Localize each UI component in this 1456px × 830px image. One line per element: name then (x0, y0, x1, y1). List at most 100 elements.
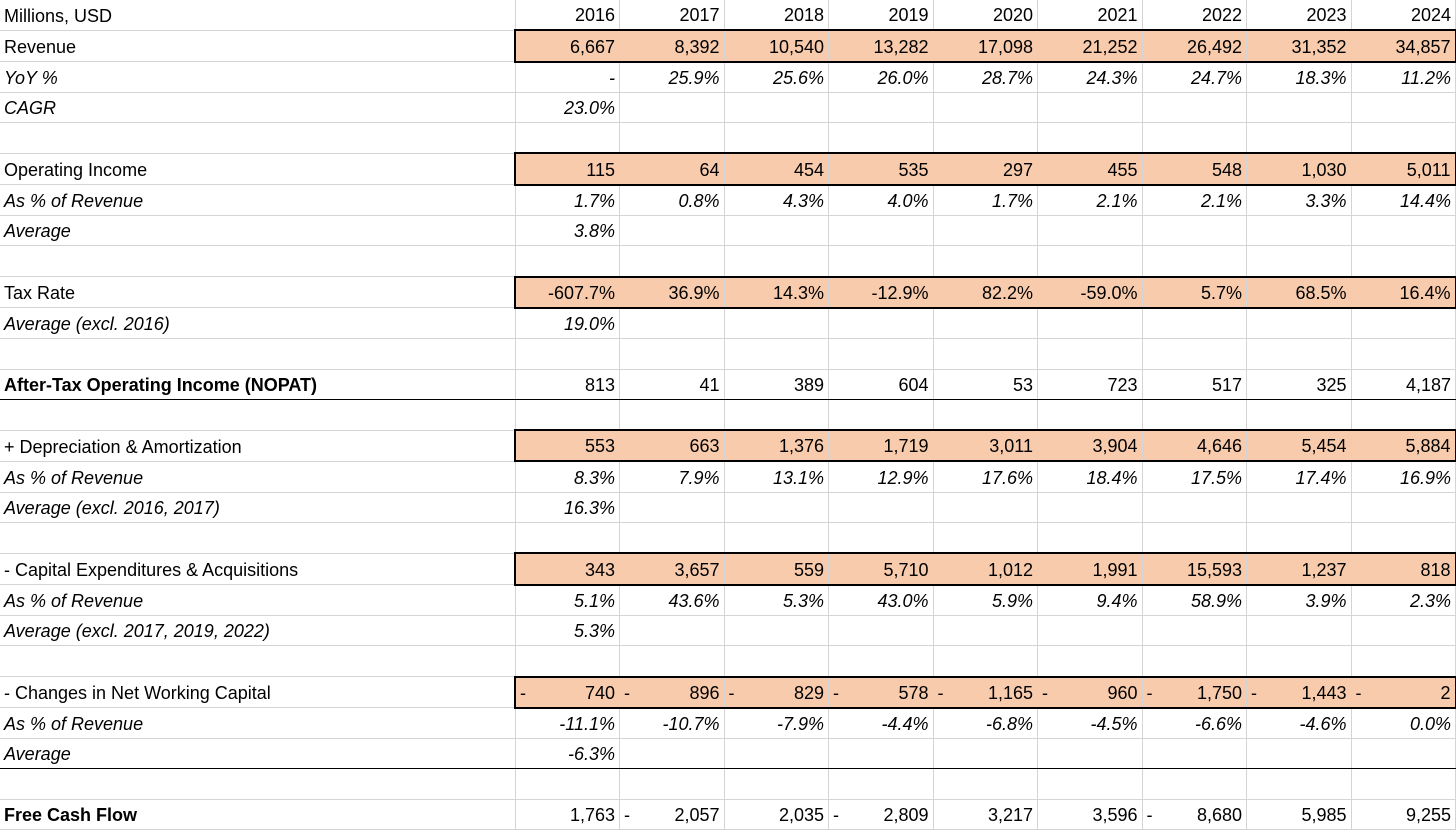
row-label[interactable] (0, 122, 516, 154)
cell[interactable]: 5.9% (933, 584, 1038, 616)
cell[interactable] (828, 245, 934, 278)
cell[interactable]: 1,012 (933, 552, 1038, 586)
cell[interactable]: 553 (514, 429, 620, 463)
cell[interactable] (1246, 92, 1352, 124)
cell[interactable]: 26,492 (1142, 29, 1247, 63)
cell[interactable]: 4.3% (724, 184, 829, 217)
cell[interactable] (1246, 492, 1352, 524)
cell[interactable] (828, 122, 934, 154)
cell[interactable]: -2 (1351, 675, 1456, 709)
cell[interactable]: -4.6% (1246, 707, 1352, 740)
cell[interactable]: 17.4% (1246, 461, 1352, 493)
cell[interactable] (515, 522, 620, 554)
cell[interactable]: 82.2% (933, 275, 1038, 309)
cell[interactable]: 25.9% (619, 61, 725, 93)
row-label[interactable]: Revenue (0, 30, 516, 63)
cell[interactable] (1351, 768, 1456, 800)
cell[interactable]: 1.7% (515, 184, 620, 217)
cell[interactable] (1246, 122, 1352, 154)
cell[interactable] (619, 307, 725, 340)
cell[interactable]: 53 (933, 369, 1038, 400)
cell[interactable] (1142, 338, 1247, 370)
cell[interactable]: 3.3% (1246, 184, 1352, 217)
cell[interactable] (1037, 492, 1143, 524)
cell[interactable]: - 829 (724, 675, 829, 709)
cell[interactable]: - 740 (514, 675, 620, 709)
cell[interactable]: -6.8% (933, 707, 1038, 740)
cell[interactable]: 5,011 (1351, 152, 1456, 186)
cell[interactable]: 7.9% (619, 461, 725, 493)
cell[interactable] (515, 245, 620, 278)
cell[interactable] (619, 92, 725, 124)
cell[interactable] (1351, 215, 1456, 247)
year-header[interactable]: 2019 (828, 0, 934, 31)
cell[interactable]: 1.7% (933, 184, 1038, 217)
cell[interactable]: - 896 (619, 675, 725, 709)
cell[interactable]: -6.3% (515, 738, 620, 770)
cell[interactable]: - 578 (828, 675, 934, 709)
cell[interactable] (1037, 645, 1143, 678)
cell[interactable] (619, 522, 725, 554)
row-label[interactable]: Free Cash Flow (0, 799, 516, 830)
cell[interactable]: 454 (724, 152, 829, 186)
cell[interactable] (619, 245, 725, 278)
row-label[interactable] (0, 399, 516, 431)
cell[interactable] (619, 768, 725, 800)
cell[interactable] (828, 522, 934, 554)
cell[interactable]: 1,991 (1037, 552, 1143, 586)
cell[interactable] (724, 307, 829, 340)
cell[interactable] (1351, 522, 1456, 554)
row-label[interactable]: Average (0, 738, 516, 770)
cell[interactable]: 8,392 (619, 29, 725, 63)
cell[interactable] (828, 645, 934, 678)
cell[interactable] (619, 122, 725, 154)
cell[interactable]: 663 (619, 429, 725, 463)
cell[interactable]: 9.4% (1037, 584, 1143, 616)
cell[interactable]: 14.3% (724, 275, 829, 309)
cell[interactable] (724, 492, 829, 524)
cell[interactable] (619, 645, 725, 678)
cell[interactable] (1037, 245, 1143, 278)
cell[interactable] (619, 738, 725, 770)
row-label[interactable] (0, 522, 516, 554)
cell[interactable]: 24.7% (1142, 61, 1247, 93)
cell[interactable]: 5,710 (828, 552, 934, 586)
cell[interactable] (933, 522, 1038, 554)
cell[interactable] (619, 399, 725, 431)
cell[interactable] (619, 615, 725, 647)
cell[interactable] (828, 92, 934, 124)
cell[interactable] (1246, 245, 1352, 278)
cell[interactable]: 3.9% (1246, 584, 1352, 616)
cell[interactable] (1142, 215, 1247, 247)
cell[interactable]: 343 (514, 552, 620, 586)
cell[interactable]: 389 (724, 369, 829, 400)
cell[interactable]: 15,593 (1142, 552, 1247, 586)
cell[interactable]: 1,376 (724, 429, 829, 463)
cell[interactable]: 1,030 (1246, 152, 1352, 186)
cell[interactable]: 115 (514, 152, 620, 186)
cell[interactable] (933, 215, 1038, 247)
cell[interactable] (828, 492, 934, 524)
cell[interactable] (724, 92, 829, 124)
cell[interactable]: 17,098 (933, 29, 1038, 63)
cell[interactable]: - 1,750 (1142, 675, 1247, 709)
row-label[interactable] (0, 338, 516, 370)
cell[interactable] (1246, 522, 1352, 554)
cell[interactable]: - 960 (1037, 675, 1143, 709)
row-label[interactable]: - Capital Expenditures & Acquisitions (0, 553, 516, 586)
row-label[interactable]: + Depreciation & Amortization (0, 430, 516, 462)
cell[interactable] (1037, 615, 1143, 647)
cell[interactable] (515, 645, 620, 678)
cell[interactable]: -607.7% (514, 275, 620, 309)
cell[interactable]: - 1,165 (933, 675, 1038, 709)
row-label[interactable]: Operating Income (0, 153, 516, 186)
cell[interactable]: 3.8% (515, 215, 620, 247)
cell[interactable] (724, 768, 829, 800)
cell[interactable] (1037, 122, 1143, 154)
cell[interactable] (1351, 615, 1456, 647)
cell[interactable]: 23.0% (515, 92, 620, 124)
cell[interactable] (1351, 122, 1456, 154)
cell[interactable] (1037, 338, 1143, 370)
cell[interactable] (828, 615, 934, 647)
cell[interactable] (933, 492, 1038, 524)
